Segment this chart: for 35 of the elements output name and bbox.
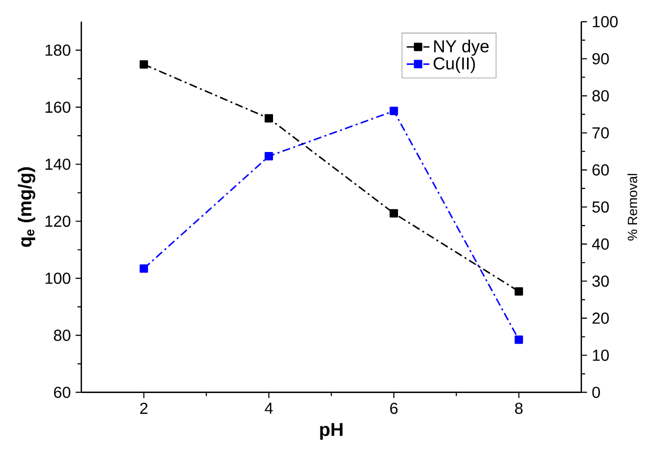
x-axis-title: pH [320, 423, 342, 440]
y-tick-label: 120 [46, 216, 70, 227]
legend-label: NY dye [434, 40, 489, 56]
y2-axis-title: % Removal [627, 174, 638, 240]
y2-tick-label: 20 [592, 312, 609, 324]
y2-tick-label: 100 [592, 16, 618, 28]
point [140, 60, 148, 69]
legend-label: Cu(II) [434, 56, 475, 73]
x-tick-label: 6 [390, 402, 398, 414]
x-tick-label: 2 [140, 402, 148, 414]
point [514, 287, 524, 296]
point [140, 264, 148, 273]
y2-tick-label: 0 [592, 386, 600, 398]
x-tick-label: 4 [264, 402, 273, 414]
point [264, 152, 274, 160]
y2-tick-label: 10 [592, 350, 609, 361]
point [390, 209, 398, 218]
point [264, 114, 274, 123]
y2-tick-label: 70 [592, 127, 609, 138]
y2-tick-label: 90 [592, 53, 609, 64]
y2-tick-label: 80 [592, 90, 609, 102]
y-tick-label: 60 [54, 386, 70, 398]
y2-tick-label: 40 [592, 238, 609, 250]
y2-tick-label: 50 [592, 201, 609, 213]
point [514, 336, 524, 344]
x-tick-label: 8 [515, 402, 523, 414]
y-tick-label: 160 [46, 102, 70, 113]
y-tick-label: 100 [46, 272, 70, 284]
y-tick-label: 140 [46, 158, 70, 170]
y-tick-label: 180 [46, 44, 70, 56]
y-axis-title: q$_{e}$ (mg/g) [18, 167, 36, 247]
point [390, 106, 398, 116]
y2-tick-label: 60 [592, 164, 609, 176]
y2-tick-label: 30 [592, 275, 609, 287]
y-tick-label: 80 [54, 330, 70, 341]
